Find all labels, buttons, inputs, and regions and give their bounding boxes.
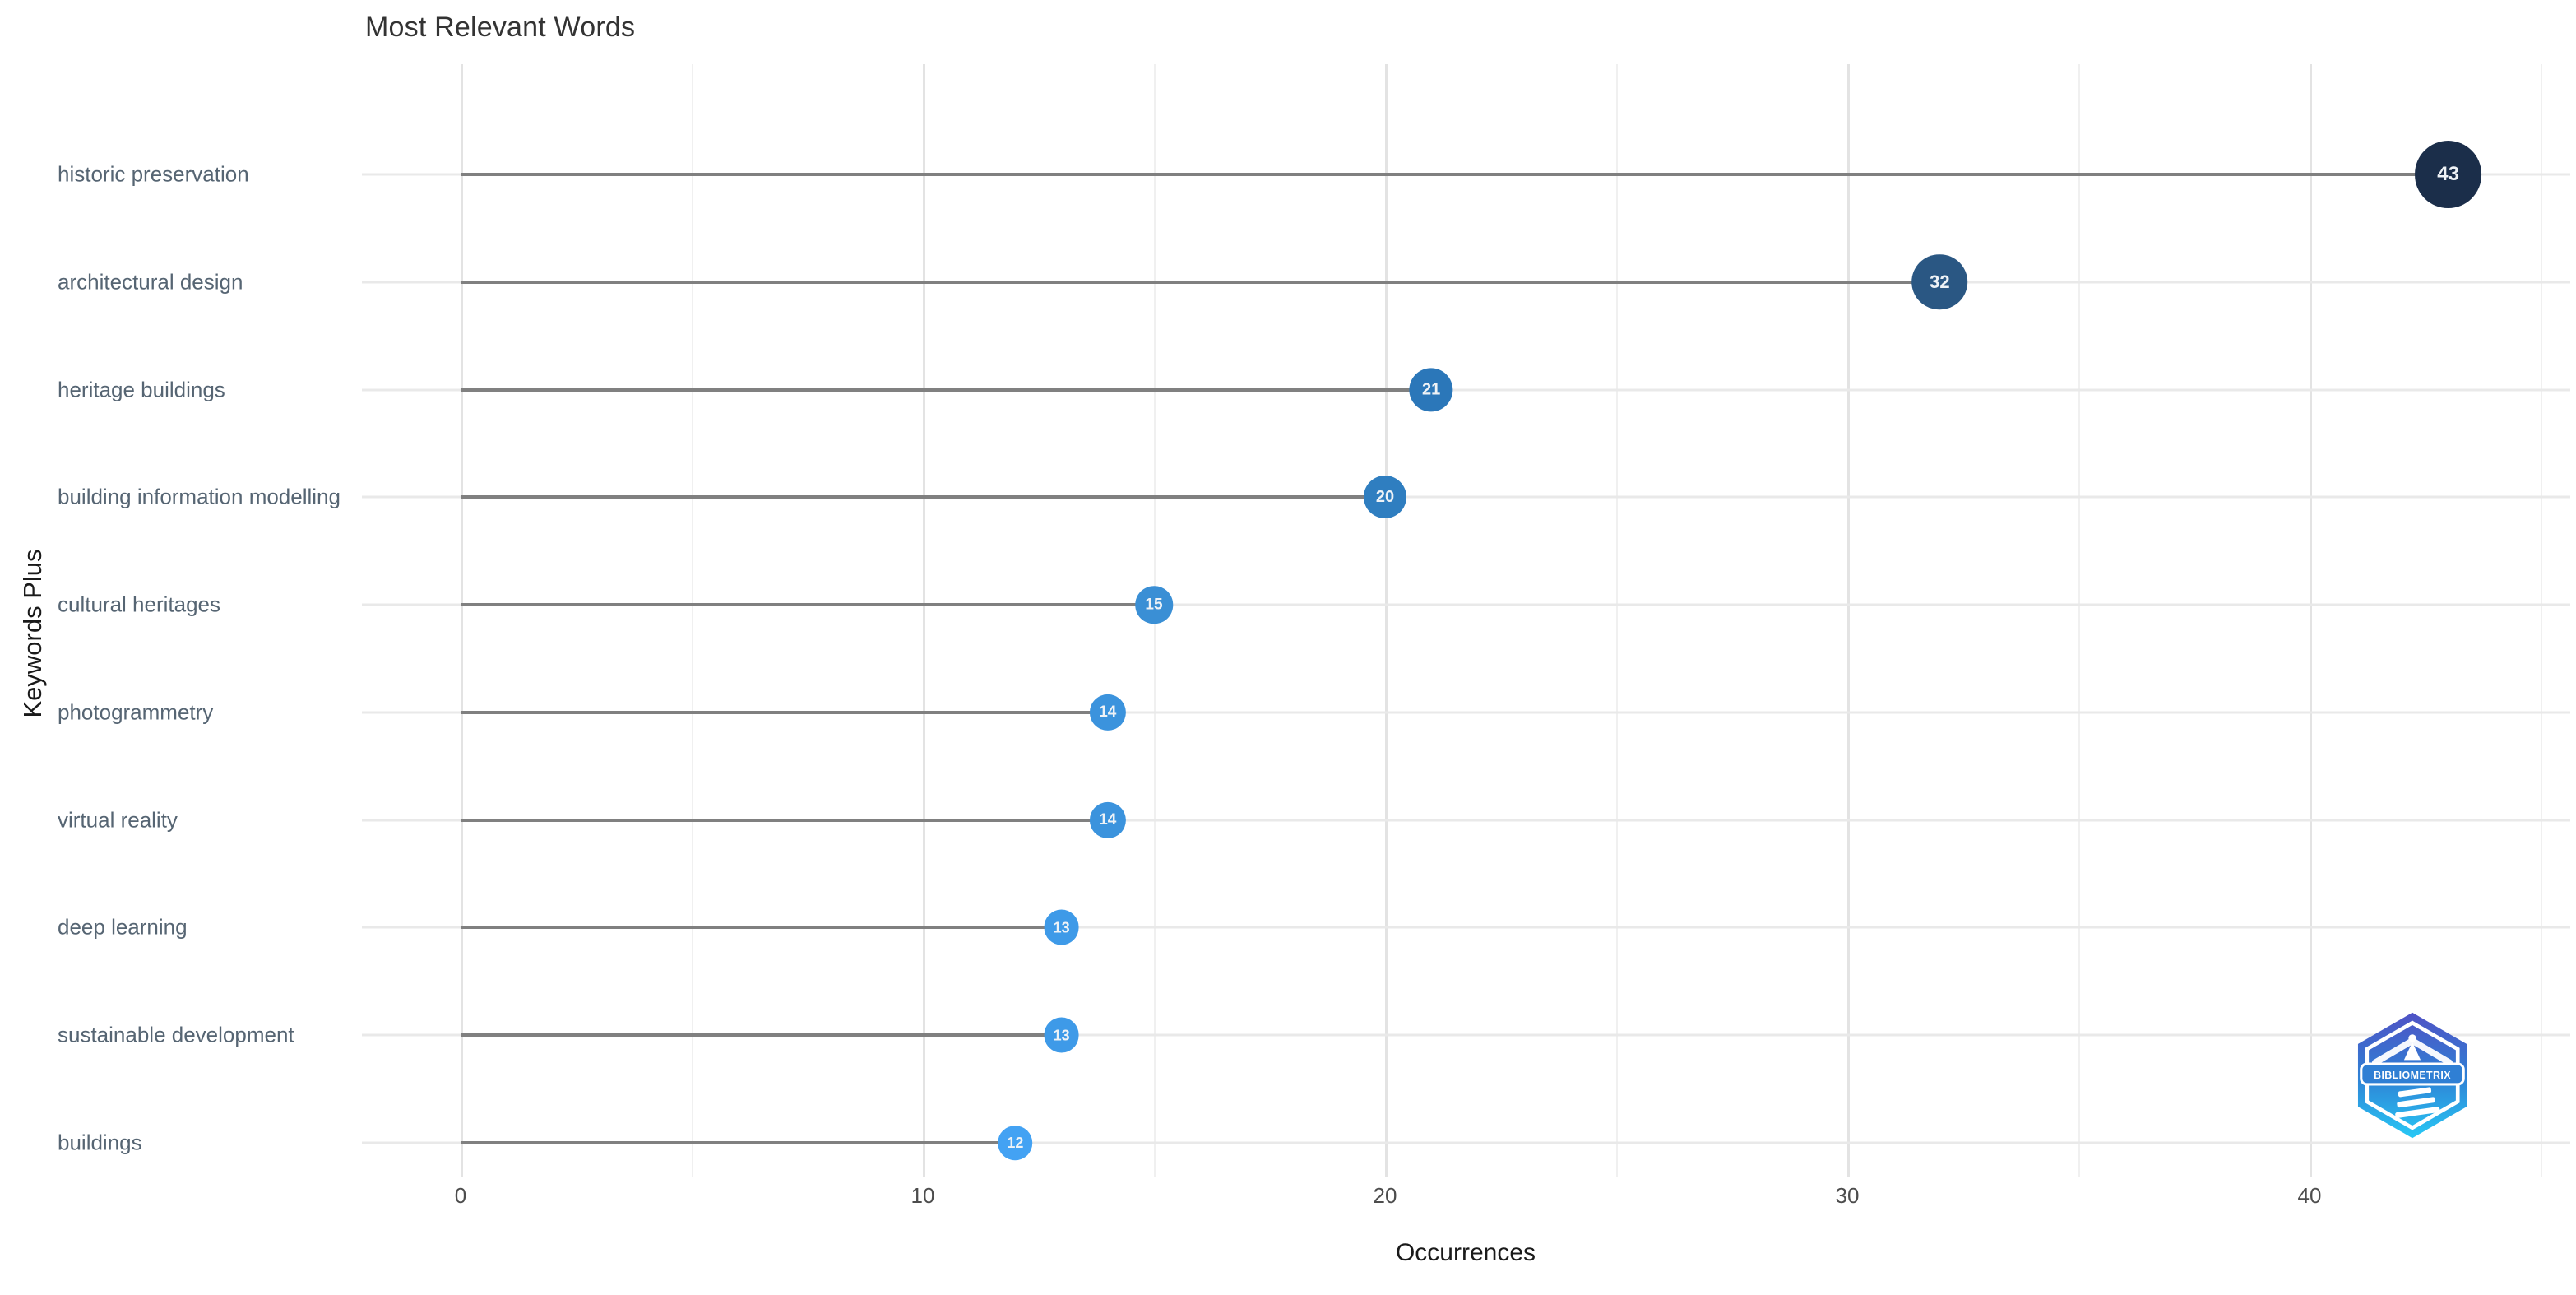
lollipop-dot: 15	[1135, 586, 1173, 624]
lollipop-stem	[461, 495, 1385, 499]
chart-title: Most Relevant Words	[365, 12, 636, 43]
major-gridline	[1385, 64, 1388, 1177]
row-gridline	[362, 495, 2570, 499]
major-gridline	[1847, 64, 1850, 1177]
row-gridline	[362, 603, 2570, 606]
x-tick-label: 10	[910, 1183, 935, 1208]
x-tick-label: 20	[1373, 1183, 1397, 1208]
row-gridline	[362, 819, 2570, 822]
lollipop-dot: 14	[1089, 694, 1126, 731]
lollipop-dot: 14	[1089, 801, 1126, 838]
lollipop-stem	[461, 603, 1154, 607]
dot-value-label: 15	[1145, 596, 1163, 614]
lollipop-dot: 12	[998, 1126, 1033, 1160]
dot-value-label: 20	[1375, 488, 1395, 507]
row-gridline	[362, 388, 2570, 392]
category-label: cultural heritages	[58, 592, 220, 617]
category-label: architectural design	[58, 269, 243, 295]
category-label: deep learning	[58, 914, 188, 940]
category-label: virtual reality	[58, 807, 178, 833]
dot-value-label: 14	[1099, 703, 1117, 722]
lollipop-stem	[461, 1141, 1016, 1145]
minor-gridline	[1616, 64, 1618, 1177]
category-label: photogrammetry	[58, 699, 214, 725]
category-label: sustainable development	[58, 1022, 294, 1047]
dot-value-label: 21	[1422, 380, 1441, 399]
lollipop-stem	[461, 388, 1432, 392]
minor-gridline	[2541, 64, 2542, 1177]
row-gridline	[362, 711, 2570, 714]
lollipop-stem	[461, 280, 1940, 284]
major-gridline	[461, 64, 463, 1177]
lollipop-stem	[461, 710, 1108, 714]
y-axis-title: Keywords Plus	[18, 549, 47, 718]
x-tick-label: 40	[2297, 1183, 2322, 1208]
lollipop-dot: 13	[1044, 910, 1080, 945]
dot-value-label: 43	[2437, 162, 2459, 185]
dot-value-label: 14	[1099, 811, 1117, 829]
plot-panel: 43 32 21 20 15 14 14 13 13 12	[362, 64, 2570, 1177]
x-tick-label: 0	[454, 1183, 467, 1208]
bibliometrix-logo-icon: BIBLIOMETRIX	[2357, 1012, 2467, 1139]
minor-gridline	[692, 64, 693, 1177]
category-label: heritage buildings	[58, 377, 225, 402]
row-gridline	[362, 926, 2570, 929]
dot-value-label: 32	[1930, 271, 1950, 292]
x-axis-title: Occurrences	[1395, 1239, 1536, 1266]
major-gridline	[2310, 64, 2312, 1177]
category-label: buildings	[58, 1130, 142, 1155]
dot-value-label: 13	[1053, 1027, 1070, 1044]
lollipop-stem	[461, 926, 1062, 930]
row-gridline	[362, 1141, 2570, 1144]
major-gridline	[923, 64, 925, 1177]
lollipop-dot: 21	[1409, 367, 1453, 412]
lollipop-dot: 32	[1911, 253, 1968, 310]
lollipop-stem	[461, 173, 2449, 176]
row-gridline	[362, 1033, 2570, 1037]
minor-gridline	[2078, 64, 2080, 1177]
lollipop-stem	[461, 818, 1108, 822]
lollipop-dot: 13	[1044, 1017, 1080, 1053]
logo-banner-text: BIBLIOMETRIX	[2374, 1070, 2451, 1081]
category-label: historic preservation	[58, 161, 249, 187]
x-tick-label: 30	[1835, 1183, 1860, 1208]
category-label: building information modelling	[58, 484, 341, 509]
dot-value-label: 13	[1053, 919, 1070, 936]
lollipop-dot: 43	[2414, 141, 2482, 208]
dot-value-label: 12	[1007, 1135, 1024, 1152]
lollipop-stem	[461, 1033, 1062, 1037]
lollipop-dot: 20	[1364, 476, 1406, 519]
